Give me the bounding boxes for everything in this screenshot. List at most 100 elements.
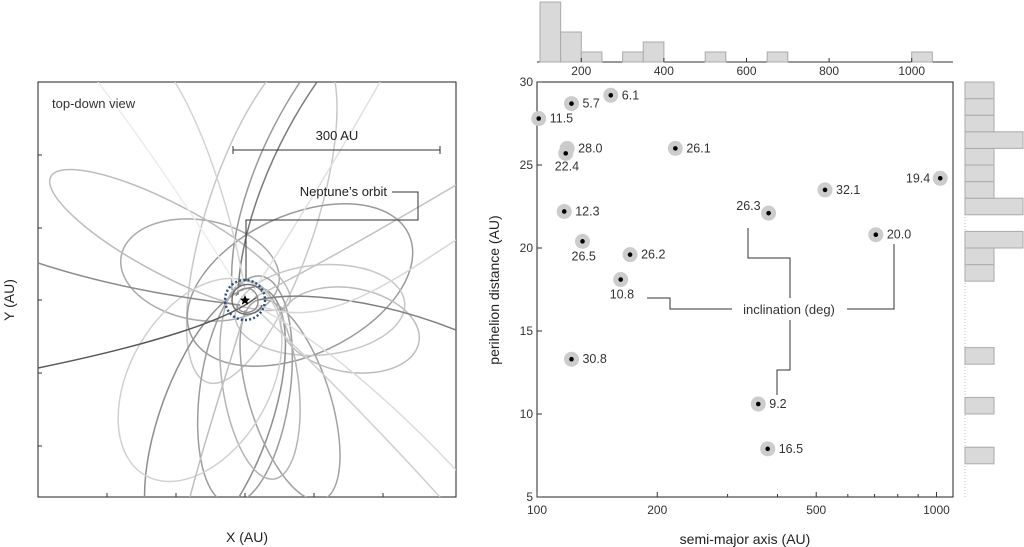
scatter-point (765, 446, 770, 452)
right-histogram-bar (964, 264, 995, 282)
scatter-point (563, 151, 569, 156)
scatter-point (580, 239, 585, 244)
right-histogram-bar (964, 347, 995, 365)
scatter-point (569, 356, 574, 362)
top-histogram-bar (911, 51, 933, 63)
y-tick-label: 25 (520, 158, 534, 172)
scatter-panel: 100 200 500 1000 5 10 15 20 25 30 11.5 5.7 6.1 28.0 2… (486, 75, 954, 547)
orbit-track (38, 295, 259, 369)
scatter-point (536, 116, 542, 121)
neptune-orbit-label: Neptune’s orbit (300, 184, 388, 199)
point-label: 6.1 (622, 88, 639, 102)
right-histogram-bar (964, 114, 995, 133)
top-histogram: 200 400 600 800 1000 (537, 1, 953, 78)
scatter-point (873, 232, 879, 238)
orbit-track (255, 305, 456, 471)
point-label: 5.7 (582, 97, 599, 111)
top-histogram-tick-label: 600 (736, 64, 756, 78)
point-label: 26.2 (641, 248, 665, 262)
top-histogram-tick-label: 400 (654, 64, 674, 78)
top-histogram-bar (539, 1, 562, 63)
orbit-track (254, 184, 456, 298)
top-histogram-bar (560, 31, 582, 63)
scatter-point (561, 209, 567, 214)
orbit-track (237, 82, 318, 296)
right-histogram-bar (964, 181, 995, 199)
orbit-track (189, 309, 246, 497)
top-histogram-bar (622, 51, 644, 63)
right-histogram-bar (964, 197, 1024, 216)
scatter-y-axis-label: perihelion distance (AU) (486, 215, 502, 364)
orbit-track (143, 286, 287, 497)
right-histogram-bar (964, 81, 995, 100)
point-label: 26.5 (572, 249, 596, 263)
top-histogram-tick-label: 200 (571, 64, 591, 78)
right-histogram-bar (964, 164, 995, 183)
scatter-point (608, 92, 614, 98)
right-histogram-bar (964, 98, 995, 116)
scatter-axis-ticks: 100 200 500 1000 5 10 15 20 25 30 (520, 75, 950, 517)
scatter-points: 11.5 5.7 6.1 28.0 22.4 26.1 19.4 32.1 12.3 26.3 20… (531, 87, 948, 457)
orbit-track (231, 283, 263, 315)
right-histogram-bar (964, 446, 995, 465)
sun-star-icon (240, 295, 250, 305)
view-label: top-down view (52, 96, 136, 111)
point-label: 16.5 (779, 442, 803, 456)
orbit-track (185, 82, 338, 385)
scatter-point (755, 401, 761, 407)
orbit-track (174, 82, 246, 291)
scatter-point (569, 101, 574, 106)
right-histogram-bar (964, 147, 995, 166)
top-histogram-bar (766, 51, 789, 63)
point-label: 26.1 (686, 141, 710, 155)
scatter-point (673, 146, 678, 151)
orbit-tracks (38, 82, 456, 497)
right-histogram-bar (964, 396, 995, 415)
orbit-track (186, 203, 414, 367)
y-tick-label: 30 (520, 75, 534, 89)
point-label: 19.4 (906, 171, 930, 185)
point-label: 22.4 (555, 159, 579, 173)
orbit-frame (37, 81, 457, 498)
x-tick-label: 1000 (923, 503, 950, 517)
point-label: 28.0 (578, 141, 602, 155)
orbit-track (235, 287, 259, 313)
right-histogram-bar (964, 131, 1024, 149)
right-histogram-bar (964, 247, 995, 266)
top-histogram-bar (642, 41, 665, 63)
orbit-track (196, 275, 294, 497)
scatter-point (618, 277, 623, 282)
scatter-point (822, 187, 828, 193)
neptune-orbit (223, 278, 267, 322)
scatter-point (766, 210, 771, 216)
orbit-track (257, 295, 456, 331)
top-histogram-tick-label: 1000 (898, 64, 925, 78)
orbit-track (38, 262, 241, 306)
point-label: 11.5 (550, 112, 573, 126)
scatter-x-axis-label: semi-major axis (AU) (680, 531, 811, 547)
top-histogram-bar (704, 51, 727, 63)
orbit-track (230, 82, 301, 291)
orbit-track (254, 307, 441, 497)
top-histogram-bar (580, 51, 603, 63)
right-histogram (964, 81, 1024, 497)
orbit-track (257, 239, 456, 314)
y-tick-label: 10 (520, 407, 534, 421)
y-tick-label: 15 (520, 324, 534, 338)
inclination-callout-lines (647, 228, 895, 395)
orbit-track (279, 286, 421, 374)
y-tick-label: 5 (526, 490, 533, 504)
orbit-track (251, 82, 381, 294)
point-label: 10.8 (610, 288, 634, 302)
right-histogram-bar (964, 230, 1024, 249)
orbit-y-axis-label: Y (AU) (1, 279, 17, 321)
point-label: 9.2 (769, 397, 786, 411)
neptune-callout: Neptune’s orbit (245, 184, 419, 281)
x-tick-label: 200 (647, 503, 667, 517)
inclination-annotation: inclination (deg) (743, 302, 835, 317)
point-label: 32.1 (836, 183, 860, 197)
y-tick-label: 20 (520, 241, 534, 255)
orbit-x-axis-label: X (AU) (226, 529, 268, 545)
point-label: 26.3 (736, 199, 760, 213)
